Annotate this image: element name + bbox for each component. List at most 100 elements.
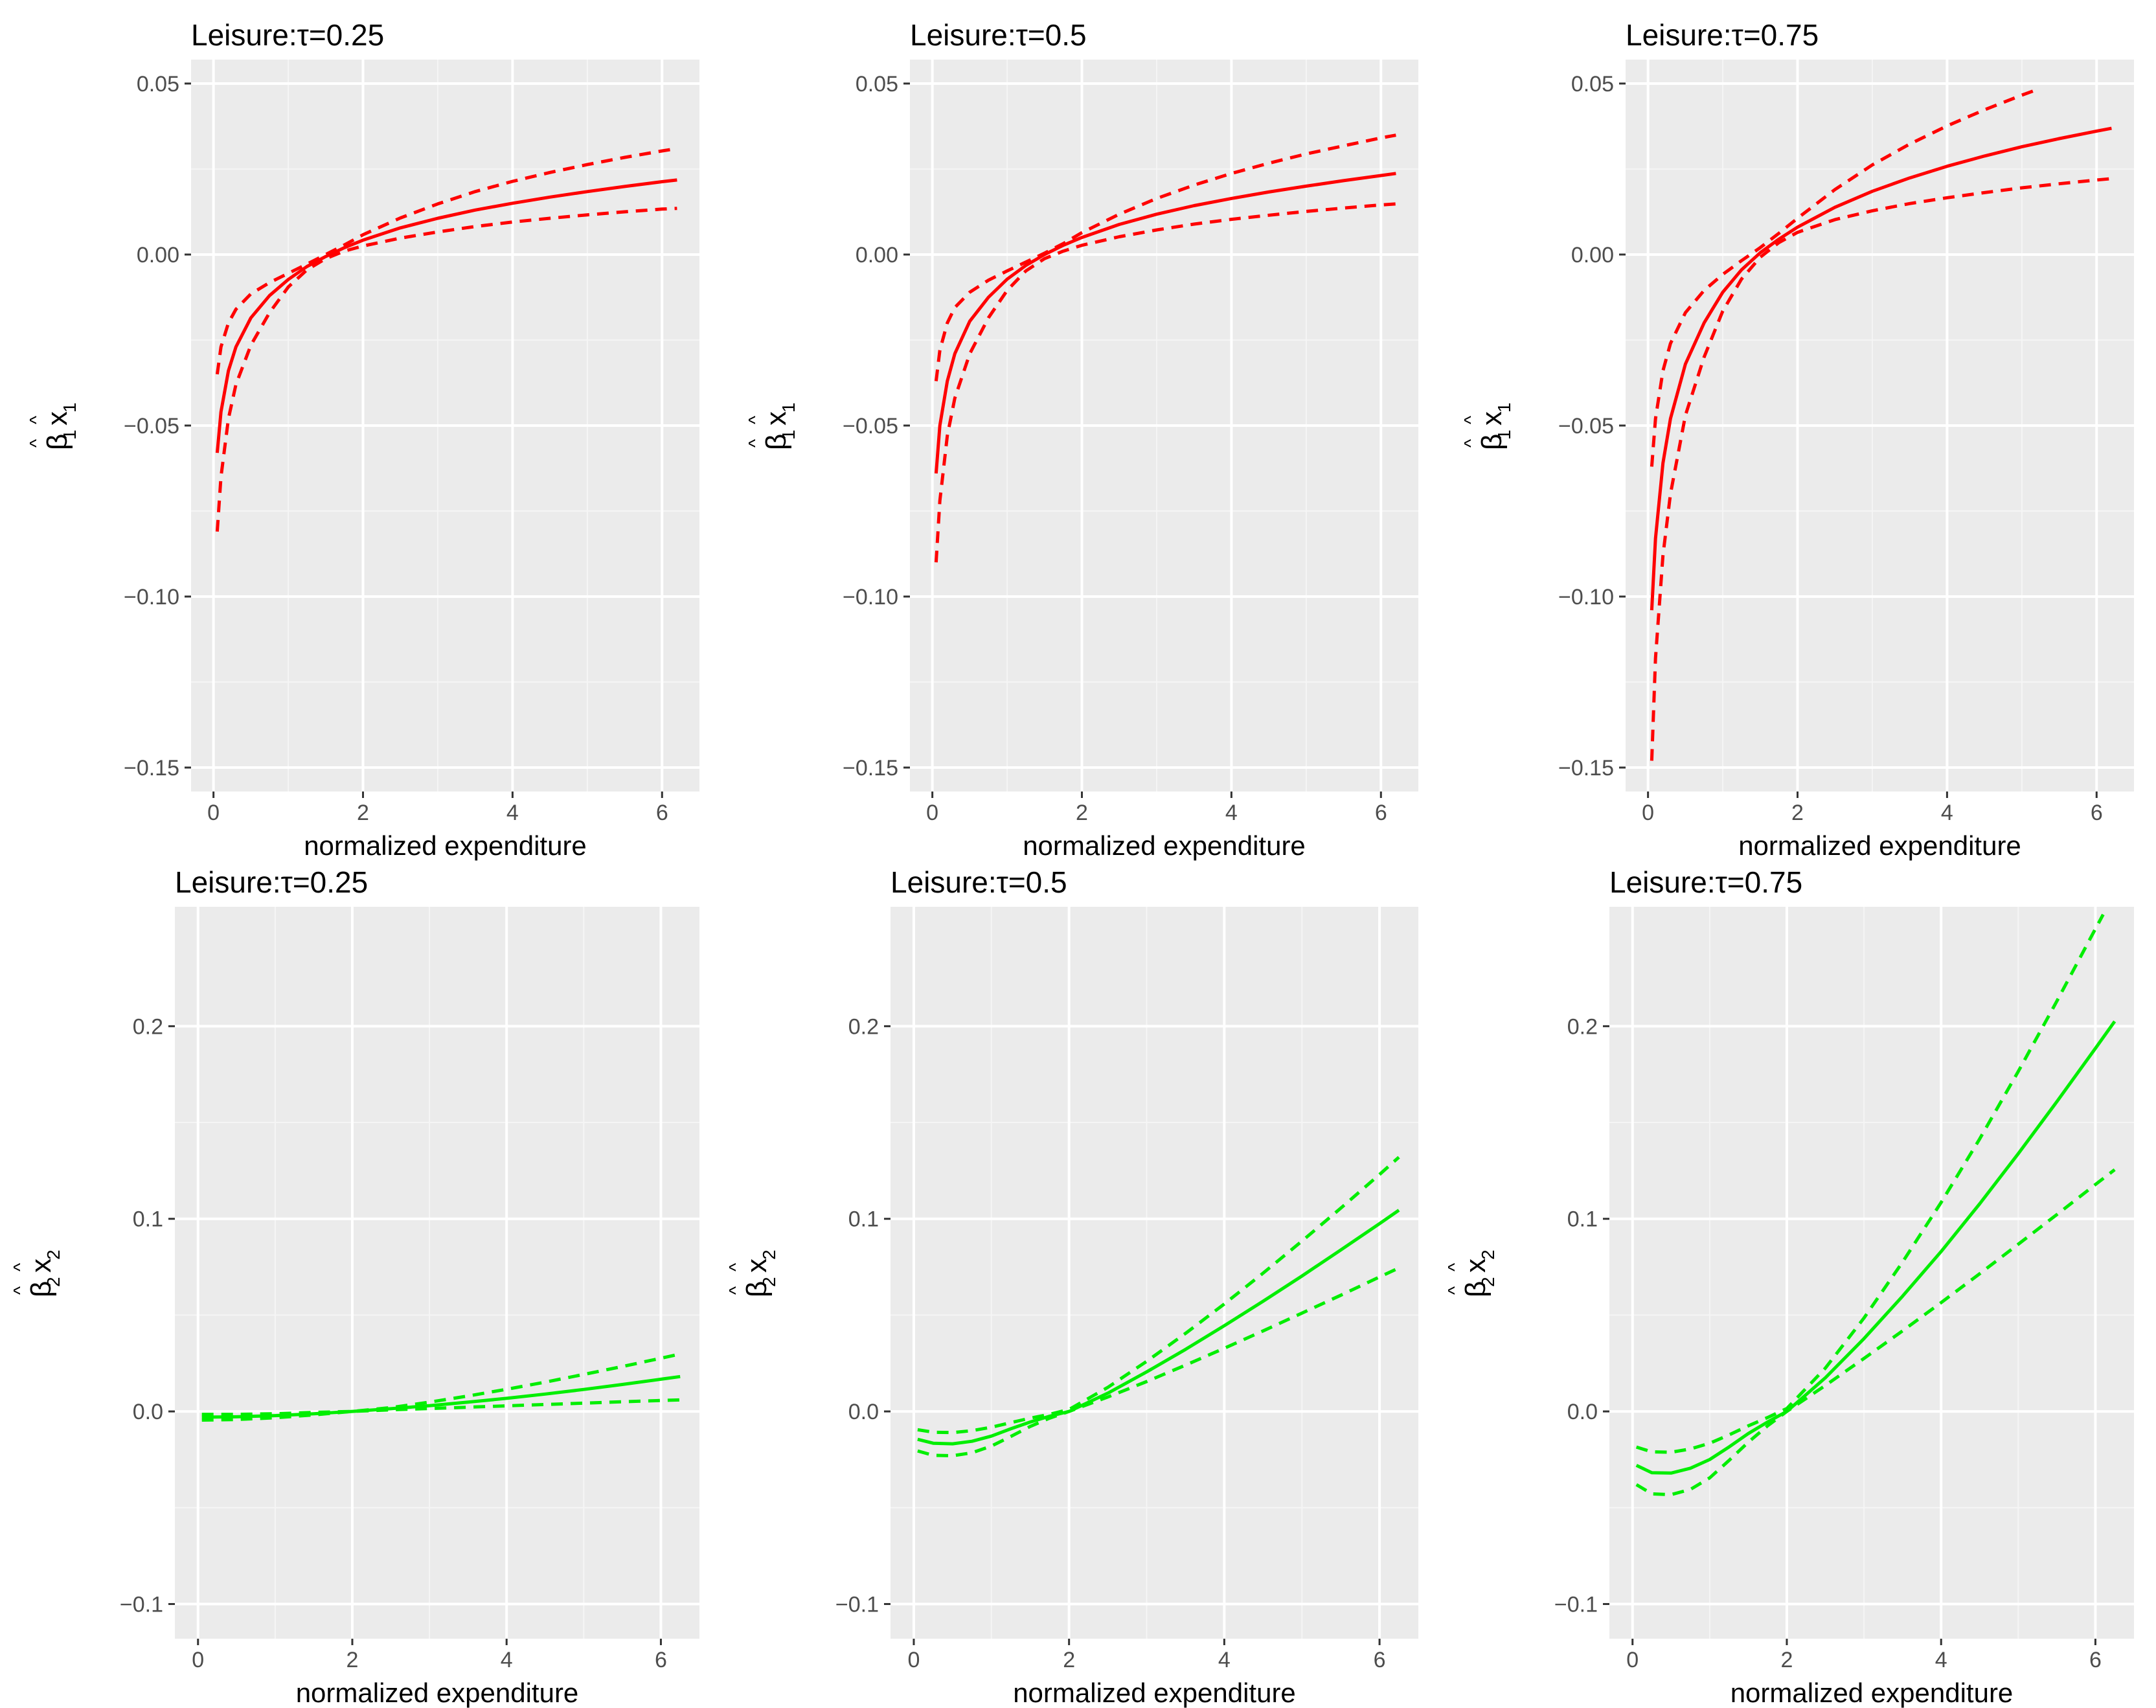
y-axis-x-subscript: 1 — [60, 402, 80, 413]
y-tick-label: 0.00 — [1571, 243, 1614, 268]
panel-bottom-left: 0 2 4 6 −0.1 0.0 0.1 0.2 Leisure:τ=0.25 normalize… — [10, 865, 699, 1708]
y-axis-beta-subscript: 1 — [1494, 429, 1514, 440]
series-line-estimate — [1650, 126, 2112, 611]
x-tick-label: 2 — [1781, 1648, 1793, 1672]
x-tick-label: 4 — [501, 1648, 513, 1672]
y-axis-x-hat: ^ — [1444, 1263, 1464, 1271]
y-axis-beta: β — [760, 434, 792, 450]
series-line-upper-band — [215, 146, 677, 375]
y-axis-beta-hat: ^ — [26, 439, 46, 448]
x-axis-title: normalized expenditure — [1738, 830, 2021, 861]
y-tick-label: 0.1 — [1567, 1207, 1598, 1232]
series-line-estimate — [1635, 1020, 2116, 1475]
y-tick-label: 0.05 — [856, 72, 898, 97]
x-axis-title: normalized expenditure — [296, 1678, 579, 1708]
series-line-upper-band — [917, 1156, 1400, 1435]
series-line-lower-band — [917, 1266, 1400, 1457]
y-axis-x-subscript: 2 — [43, 1249, 63, 1260]
y-axis-beta-hat: ^ — [1444, 1286, 1464, 1295]
x-tick-label: 4 — [1225, 801, 1238, 825]
y-tick-label: −0.1 — [120, 1592, 163, 1617]
y-tick-label: 0.00 — [856, 243, 898, 268]
series-line-upper-band — [934, 133, 1396, 381]
x-axis-title: normalized expenditure — [304, 830, 587, 861]
x-tick-label: 4 — [506, 801, 519, 825]
y-tick-label: −0.05 — [1558, 414, 1614, 438]
series-line-estimate — [201, 1374, 681, 1419]
series-line-upper-band — [201, 1352, 681, 1417]
y-axis-x-subscript: 1 — [1494, 402, 1514, 413]
y-axis-x: x — [41, 411, 73, 426]
y-axis-beta-hat: ^ — [10, 1286, 30, 1295]
y-axis-x-hat: ^ — [745, 416, 765, 424]
x-tick-label: 4 — [1941, 801, 1953, 825]
y-axis-x: x — [760, 411, 792, 426]
panel-bottom-middle: 0 2 4 6 −0.1 0.0 0.1 0.2 Leisure:τ=0.5 normalized… — [725, 865, 1418, 1708]
x-tick-label: 0 — [207, 801, 220, 825]
y-tick-label: −0.15 — [843, 756, 898, 780]
x-tick-label: 4 — [1218, 1648, 1231, 1672]
y-axis-beta-subscript: 1 — [60, 429, 80, 440]
y-axis-x: x — [1460, 1258, 1492, 1273]
x-tick-label: 2 — [346, 1648, 359, 1672]
x-axis-title: normalized expenditure — [1013, 1678, 1296, 1708]
y-tick-label: 0.1 — [848, 1207, 879, 1232]
series-line-lower-band — [1635, 1168, 2116, 1497]
series-line-estimate — [215, 178, 677, 453]
y-axis-x-hat: ^ — [10, 1263, 30, 1271]
x-tick-label: 6 — [656, 801, 668, 825]
series-line-estimate — [917, 1209, 1400, 1446]
y-tick-label: −0.15 — [1558, 756, 1614, 780]
panel-title: Leisure:τ=0.75 — [1626, 18, 1819, 52]
y-tick-label: −0.10 — [843, 585, 898, 609]
y-tick-label: 0.00 — [137, 243, 179, 268]
x-tick-label: 0 — [1626, 1648, 1639, 1672]
series-line-lower-band — [201, 1398, 681, 1422]
panel-top-left: 0 2 4 6 −0.15 −0.10 −0.05 0.00 0.05 Leisure:τ=0.2… — [26, 18, 699, 861]
series-line-upper-band — [1635, 913, 2105, 1454]
y-tick-label: 0.2 — [848, 1014, 879, 1039]
plot-background — [175, 907, 699, 1639]
y-tick-label: 0.05 — [137, 72, 179, 97]
y-axis-beta: β — [741, 1281, 773, 1297]
y-axis-beta-subscript: 2 — [43, 1277, 63, 1287]
series-line-estimate — [934, 172, 1396, 474]
y-tick-label: 0.2 — [133, 1014, 163, 1039]
x-tick-label: 6 — [655, 1648, 667, 1672]
y-axis-x-subscript: 2 — [1478, 1249, 1498, 1260]
y-tick-label: −0.1 — [1554, 1592, 1598, 1617]
series-line-lower-band — [215, 207, 677, 532]
y-axis-beta-subscript: 1 — [778, 429, 799, 440]
y-tick-label: 0.0 — [1567, 1400, 1598, 1424]
y-axis-x-hat: ^ — [1460, 416, 1481, 424]
panel-title: Leisure:τ=0.5 — [910, 18, 1087, 52]
y-tick-label: −0.05 — [124, 414, 179, 438]
y-axis-x: x — [741, 1258, 773, 1273]
x-axis-title: normalized expenditure — [1730, 1678, 2014, 1708]
y-axis-beta-hat: ^ — [725, 1286, 745, 1295]
panel-title: Leisure:τ=0.25 — [191, 18, 384, 52]
panel-title: Leisure:τ=0.75 — [1609, 865, 1802, 899]
y-axis-beta-hat: ^ — [1460, 439, 1481, 448]
x-tick-label: 2 — [1791, 801, 1804, 825]
y-axis-beta: β — [1460, 1281, 1492, 1297]
y-axis-x-subscript: 2 — [759, 1249, 779, 1260]
x-tick-label: 0 — [1642, 801, 1654, 825]
panel-top-right: 0 2 4 6 −0.15 −0.10 −0.05 0.00 0.05 Leisure:τ=0.7… — [1460, 18, 2134, 861]
y-axis-beta-subscript: 2 — [1478, 1277, 1498, 1287]
series-line-lower-band — [1650, 177, 2112, 761]
y-axis-beta: β — [41, 434, 73, 450]
y-tick-label: −0.1 — [835, 1592, 879, 1617]
y-axis-x-hat: ^ — [26, 416, 46, 424]
series-line-upper-band — [1650, 88, 2037, 467]
x-tick-label: 4 — [1935, 1648, 1947, 1672]
plot-background — [891, 907, 1418, 1639]
y-tick-label: 0.2 — [1567, 1014, 1598, 1039]
x-tick-label: 6 — [2089, 1648, 2102, 1672]
y-axis-beta: β — [25, 1281, 57, 1297]
x-tick-label: 6 — [2091, 801, 2103, 825]
y-tick-label: −0.10 — [1558, 585, 1614, 609]
